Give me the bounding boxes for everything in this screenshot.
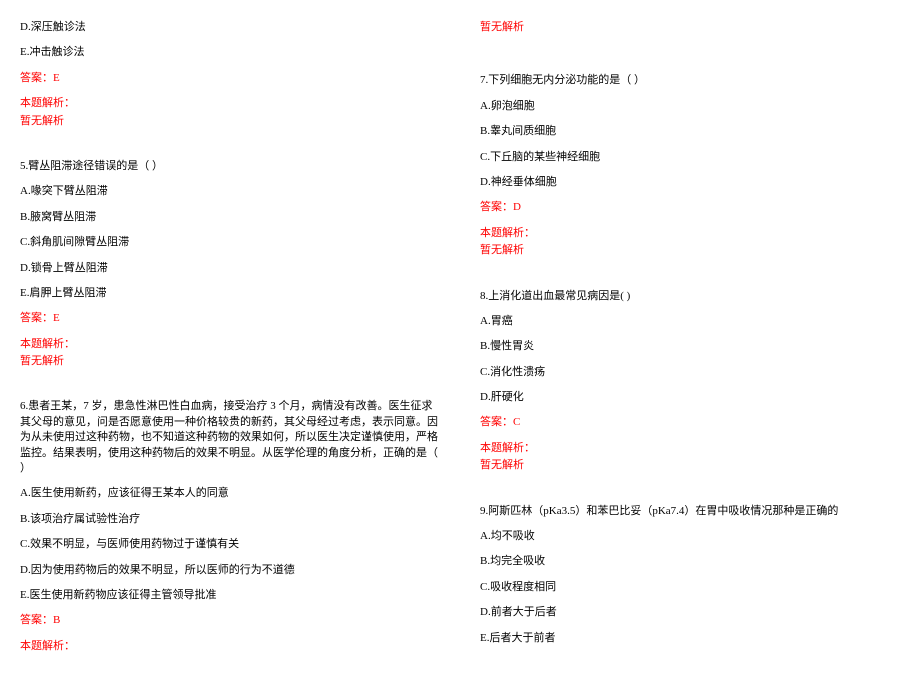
text-line: C.消化性溃疡 [480, 365, 900, 380]
text-line: 答案：C [480, 415, 900, 430]
text-line: 答案：D [480, 200, 900, 215]
spacer [20, 131, 440, 149]
text-line: 答案：B [20, 613, 440, 628]
right-column: 暂无解析 7.下列细胞无内分泌功能的是（ ） A.卵泡细胞 B.睾丸间质细胞 C.下丘脑… [460, 0, 920, 674]
text-line: 暂无解析 [480, 458, 900, 473]
text-line: 本题解析： [20, 639, 440, 654]
text-line: A.喙突下臂丛阻滞 [20, 184, 440, 199]
text-line: E.后者大于前者 [480, 631, 900, 646]
text-line: C.吸收程度相同 [480, 580, 900, 595]
text-line: 暂无解析 [480, 20, 900, 35]
text-line: B.均完全吸收 [480, 554, 900, 569]
text-line: A.医生使用新药，应该征得王某本人的同意 [20, 486, 440, 501]
text-line: 暂无解析 [20, 114, 440, 129]
text-line: D.深压触诊法 [20, 20, 440, 35]
spacer [480, 261, 900, 279]
text-line: 5.臂丛阻滞途径错误的是（ ） [20, 159, 440, 174]
text-line: E.冲击触诊法 [20, 45, 440, 60]
text-line: 本题解析： [20, 337, 440, 352]
text-line: A.胃癌 [480, 314, 900, 329]
spacer [480, 476, 900, 494]
text-line: 本题解析： [480, 441, 900, 456]
text-line: 暂无解析 [20, 354, 440, 369]
text-line: 7.下列细胞无内分泌功能的是（ ） [480, 73, 900, 88]
text-line: D.锁骨上臂丛阻滞 [20, 261, 440, 276]
text-line: D.因为使用药物后的效果不明显，所以医师的行为不道德 [20, 563, 440, 578]
spacer [480, 45, 900, 63]
text-line: D.神经垂体细胞 [480, 175, 900, 190]
exam-page: D.深压触诊法 E.冲击触诊法答案：E 本题解析： 暂无解析 5.臂丛阻滞途径错误的是（… [0, 0, 920, 674]
spacer [20, 371, 440, 389]
text-line: E.医生使用新药物应该征得主管领导批准 [20, 588, 440, 603]
text-line: 本题解析： [480, 226, 900, 241]
text-line: B.腋窝臂丛阻滞 [20, 210, 440, 225]
text-line: 6.患者王某，7 岁，患急性淋巴性白血病，接受治疗 3 个月，病情没有改善。医生… [20, 399, 440, 476]
text-line: B.慢性胃炎 [480, 339, 900, 354]
text-line: 答案：E [20, 311, 440, 326]
text-line: A.卵泡细胞 [480, 99, 900, 114]
text-line: E.肩胛上臂丛阻滞 [20, 286, 440, 301]
text-line: 答案：E [20, 71, 440, 86]
text-line: 暂无解析 [480, 243, 900, 258]
text-line: C.斜角肌间隙臂丛阻滞 [20, 235, 440, 250]
text-line: 本题解析： [20, 96, 440, 111]
text-line: B.睾丸间质细胞 [480, 124, 900, 139]
text-line: B.该项治疗属试验性治疗 [20, 512, 440, 527]
left-column: D.深压触诊法 E.冲击触诊法答案：E 本题解析： 暂无解析 5.臂丛阻滞途径错误的是（… [0, 0, 460, 674]
text-line: A.均不吸收 [480, 529, 900, 544]
text-line: D.前者大于后者 [480, 605, 900, 620]
text-line: 8.上消化道出血最常见病因是( ) [480, 289, 900, 304]
text-line: C.效果不明显，与医师使用药物过于谨慎有关 [20, 537, 440, 552]
text-line: 9.阿斯匹林（pKa3.5）和苯巴比妥（pKa7.4）在胃中吸收情况那种是正确的 [480, 504, 900, 519]
text-line: D.肝硬化 [480, 390, 900, 405]
text-line: C.下丘脑的某些神经细胞 [480, 150, 900, 165]
